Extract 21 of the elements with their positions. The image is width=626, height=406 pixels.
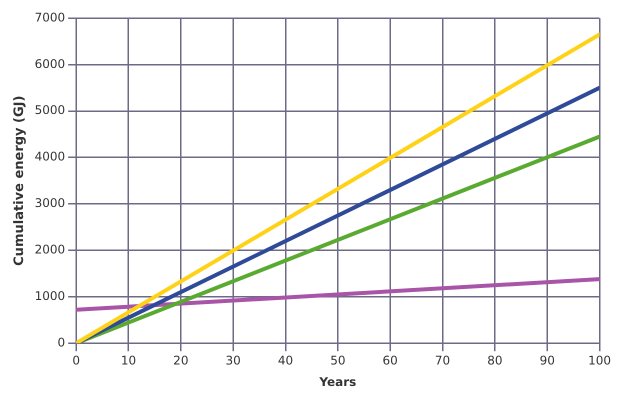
x-tick-label: 20 xyxy=(173,354,188,368)
x-tick-label: 40 xyxy=(278,354,294,368)
x-tick-label: 0 xyxy=(72,354,80,368)
x-tick-label: 10 xyxy=(120,354,136,368)
y-tick-label: 1000 xyxy=(34,288,66,303)
x-tick-label: 70 xyxy=(434,354,450,368)
y-tick-label: 6000 xyxy=(34,56,66,71)
y-tick-label: 0 xyxy=(58,335,66,350)
x-tick-label: 90 xyxy=(540,354,555,368)
y-tick-label: 3000 xyxy=(34,196,66,210)
y-axis-title: Cumulative energy (GJ) xyxy=(12,96,28,266)
y-tick-label: 7000 xyxy=(34,10,66,24)
x-tick-label: 100 xyxy=(588,354,611,368)
y-tick-label: 4000 xyxy=(34,150,66,164)
y-tick-label: 5000 xyxy=(34,103,66,118)
x-tick-label: 50 xyxy=(330,354,346,368)
y-tick-label: 2000 xyxy=(34,242,66,256)
x-tick-label: 60 xyxy=(382,354,398,368)
x-axis-title: Years xyxy=(318,374,356,389)
x-tick-label: 80 xyxy=(487,354,503,368)
x-tick-label: 30 xyxy=(226,354,241,368)
